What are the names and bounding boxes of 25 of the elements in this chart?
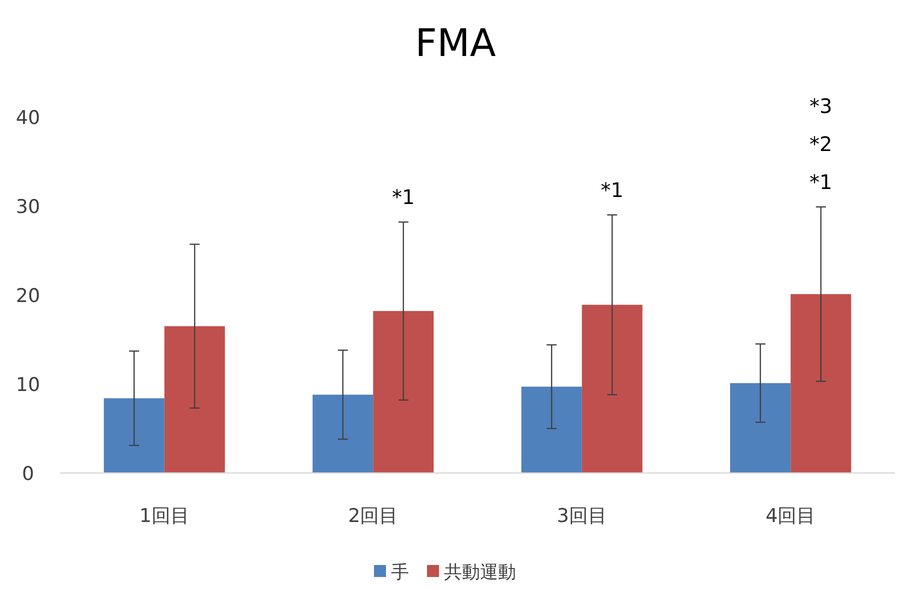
legend-label: 手: [391, 562, 409, 583]
bar: [730, 383, 791, 473]
x-tick-label: 3回目: [556, 505, 607, 527]
annotation: *2: [810, 132, 832, 156]
annotation: *1: [392, 185, 415, 210]
annotation: *1: [600, 178, 624, 202]
y-tick-label: 10: [16, 374, 40, 396]
y-tick-label: 0: [22, 463, 34, 485]
bar: [521, 386, 582, 473]
bar: [373, 311, 434, 473]
bar: [164, 326, 225, 473]
bar: [312, 394, 374, 473]
x-tick-label: 2回目: [348, 505, 398, 527]
y-tick-label: 30: [16, 196, 40, 218]
annotation: *1: [810, 170, 832, 194]
bar: [104, 398, 164, 473]
y-tick-label: 40: [16, 107, 40, 129]
x-tick-label: 1回目: [139, 505, 190, 527]
y-tick-label: 20: [16, 285, 40, 307]
x-tick-label: 4回目: [766, 505, 816, 527]
legend-label: 共動運動: [444, 562, 516, 583]
chart-title: FMA: [415, 21, 496, 65]
text: *3: [810, 94, 832, 118]
bar: [790, 294, 852, 473]
bar: [582, 304, 642, 473]
